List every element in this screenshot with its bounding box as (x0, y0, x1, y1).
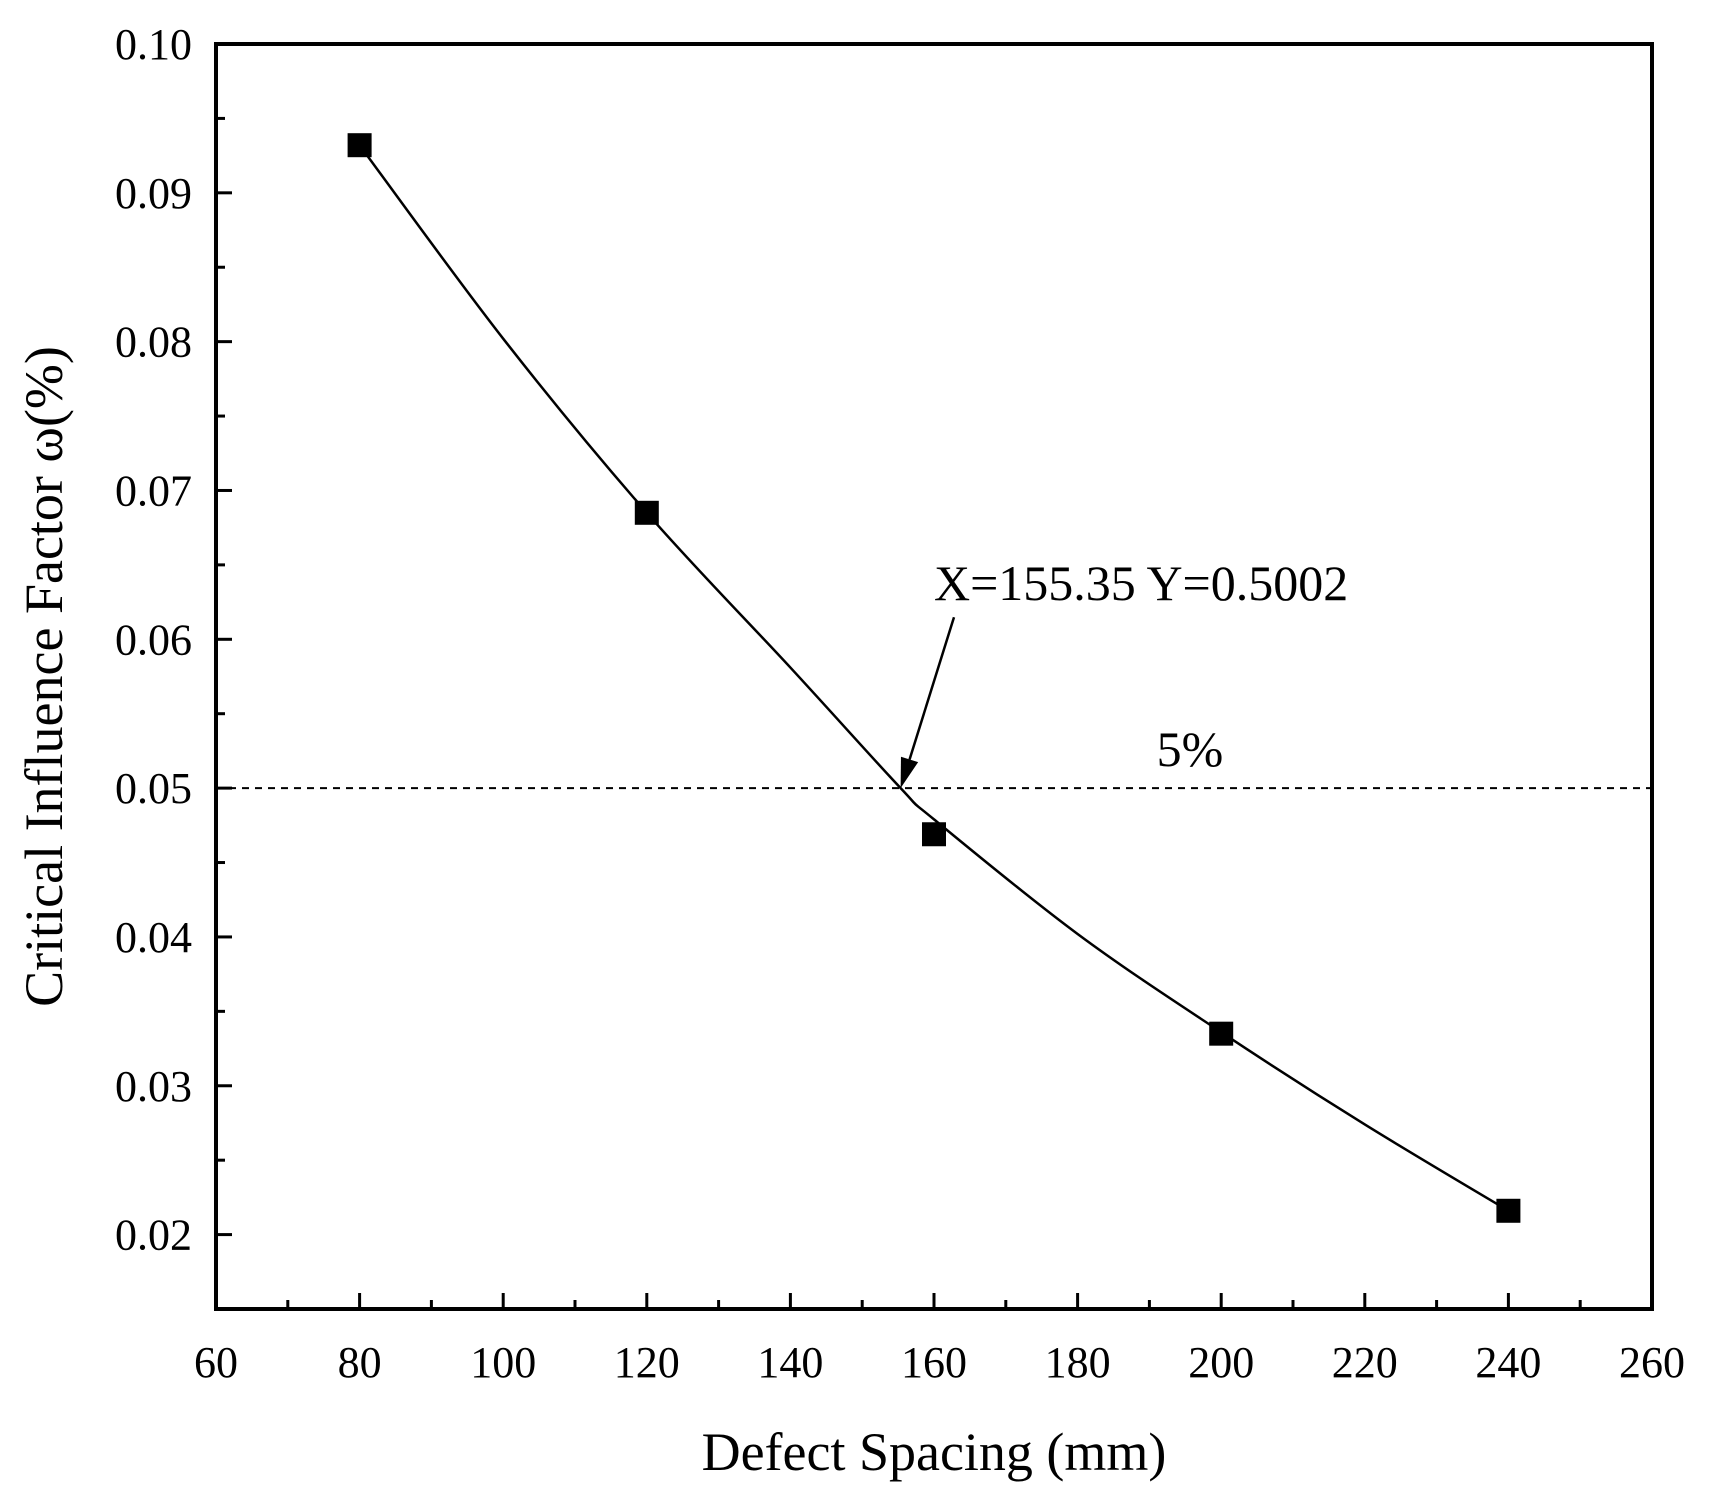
x-tick-label: 240 (1475, 1338, 1541, 1387)
y-tick-label: 0.09 (115, 169, 192, 218)
x-tick-label: 160 (901, 1338, 967, 1387)
fit-curve (358, 144, 1510, 1212)
data-point (347, 133, 372, 158)
x-tick-label: 80 (338, 1338, 382, 1387)
y-axis-title: Critical Influence Factor ω(%) (14, 346, 74, 1007)
x-tick-label: 140 (757, 1338, 823, 1387)
x-tick-label: 100 (470, 1338, 536, 1387)
x-tick-label: 180 (1045, 1338, 1111, 1387)
data-points (347, 133, 1521, 1223)
x-tick-label: 60 (194, 1338, 238, 1387)
x-tick-label: 220 (1332, 1338, 1398, 1387)
y-major-ticks (216, 42, 232, 1237)
reference-line-label: 5% (1157, 721, 1224, 777)
data-point (1209, 1021, 1234, 1046)
y-tick-label: 0.10 (115, 20, 192, 69)
x-tick-labels: 60 80 100 120 140 160 180 200 220 240 260 (194, 1338, 1685, 1387)
y-tick-label: 0.03 (115, 1062, 192, 1111)
x-tick-label: 200 (1188, 1338, 1254, 1387)
x-tick-label: 260 (1619, 1338, 1685, 1387)
annotation-arrow (908, 616, 956, 760)
y-tick-label: 0.07 (115, 466, 192, 515)
y-tick-label: 0.05 (115, 764, 192, 813)
data-point (922, 822, 946, 847)
y-tick-label: 0.04 (115, 913, 192, 962)
data-point (634, 500, 659, 525)
x-axis-title: Defect Spacing (mm) (702, 1422, 1167, 1482)
y-tick-label: 0.08 (115, 318, 192, 367)
x-tick-label: 120 (614, 1338, 680, 1387)
annotation-arrow-head (900, 756, 919, 789)
plot-area-frame (214, 42, 1654, 1311)
y-tick-label: 0.06 (115, 615, 192, 664)
y-tick-label: 0.02 (115, 1211, 192, 1260)
y-tick-labels: 0.02 0.03 0.04 0.05 0.06 0.07 0.08 0.09 0.10 (115, 20, 192, 1260)
data-point (1496, 1198, 1521, 1223)
annotation-text: X=155.35 Y=0.5002 (934, 555, 1348, 611)
